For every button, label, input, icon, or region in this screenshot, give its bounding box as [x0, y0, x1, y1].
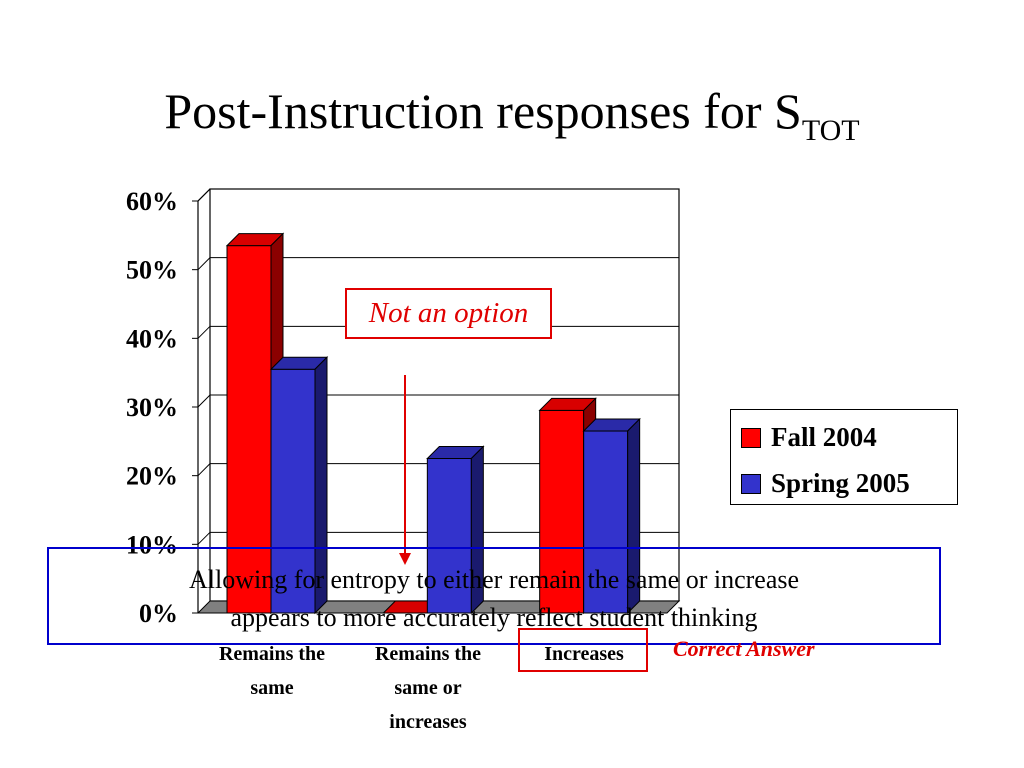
legend-label-spring: Spring 2005: [771, 468, 910, 498]
y-tick-label: 0%: [139, 599, 178, 628]
y-axis-top: [197, 188, 211, 202]
category-label-line: Remains the: [375, 643, 481, 665]
legend-label-fall: Fall 2004: [771, 422, 877, 452]
gridline: [197, 394, 679, 408]
y-tick-label: 60%: [126, 187, 178, 216]
y-tick-label: 50%: [126, 256, 178, 285]
category-label: Remains the same: [219, 643, 325, 699]
bar-spring-1: [426, 445, 485, 615]
category-labels: Remains the same Remains the same or increas…: [219, 643, 624, 733]
legend: Fall 2004 Spring 2005: [730, 409, 958, 505]
gridline: [197, 463, 679, 477]
y-tick-labels: 0% 10% 20% 30% 40% 50% 60%: [126, 187, 198, 628]
bar-spring-0: [269, 356, 329, 615]
chart-title-subscript: TOT: [801, 114, 860, 147]
legend-swatch-fall: [741, 427, 761, 448]
bar-side: [470, 445, 484, 615]
category-label-line: Remains the: [219, 643, 325, 665]
correct-answer-label: Correct Answer: [673, 636, 815, 661]
category-label-line: same or: [394, 677, 461, 699]
category-label-line: same: [250, 677, 293, 699]
y-tick-label: 30%: [126, 393, 178, 422]
y-tick-label: 20%: [126, 462, 178, 491]
bar-front: [270, 368, 316, 614]
y-tick-label: 40%: [126, 324, 178, 353]
chart-title: Post-Instruction responses for STOT: [0, 82, 1024, 147]
correct-answer-highlight: [518, 628, 648, 672]
y-tick-label: 10%: [126, 530, 178, 559]
caption-line-2: appears to more accurately reflect stude…: [230, 603, 758, 632]
legend-item-fall-2004: Fall 2004: [741, 422, 877, 453]
bar-front: [583, 430, 629, 614]
bars: [225, 232, 641, 615]
category-label: Increases: [544, 643, 624, 665]
chart-title-main: Post-Instruction responses for S: [164, 83, 802, 139]
bar-side: [627, 417, 641, 615]
bar-side: [314, 356, 328, 615]
category-label-line: increases: [389, 711, 467, 733]
category-label-line: Increases: [544, 643, 624, 665]
category-label: Remains the same or increases: [375, 643, 481, 733]
gridline: [197, 257, 679, 271]
gridline: [197, 531, 679, 545]
not-an-option-arrow: [399, 375, 411, 565]
legend-swatch-spring: [741, 473, 761, 494]
not-an-option-note: Not an option: [345, 288, 552, 339]
caption-line-1: Allowing for entropy to either remain th…: [188, 565, 800, 594]
legend-item-spring-2005: Spring 2005: [741, 468, 910, 499]
bar-spring-2: [582, 417, 641, 615]
caption-box: Allowing for entropy to either remain th…: [47, 547, 941, 645]
